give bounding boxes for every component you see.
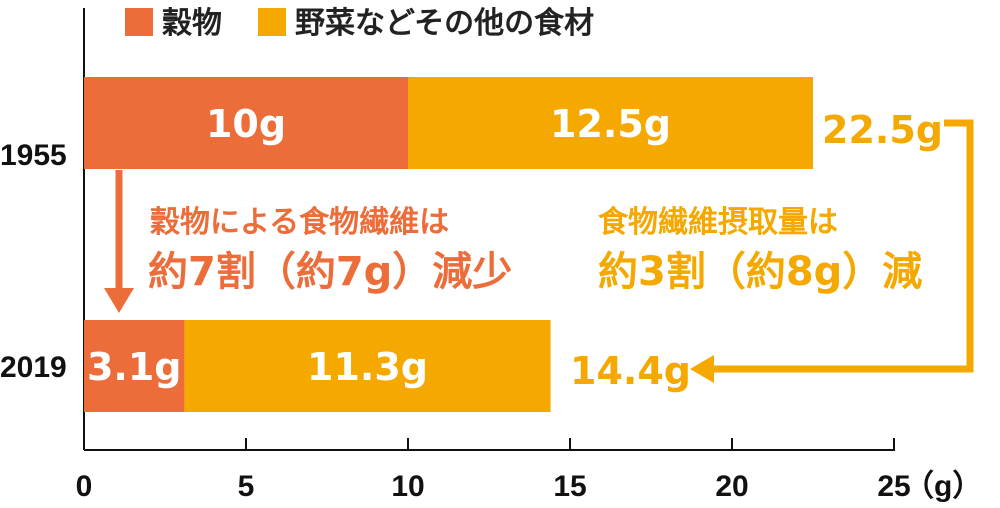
legend: 穀物 野菜などその他の食材 xyxy=(125,6,594,41)
category-label-1955: 1955 xyxy=(0,139,67,172)
grain-decrease-arrow xyxy=(104,170,134,313)
bar-1955-series-1 xyxy=(408,77,813,169)
legend-swatch-vegetables xyxy=(258,8,286,36)
total-label-1955: 22.5g xyxy=(822,108,943,152)
x-axis: 0 5 10 15 20 25 （g） xyxy=(76,8,982,503)
bar-label-2019-series-1: 11.3g xyxy=(307,345,428,389)
annotation-grain-line1: 穀物による食物繊維は xyxy=(150,205,449,240)
total-decrease-arrow xyxy=(690,119,974,383)
annotation-total-line1: 食物繊維摂取量は xyxy=(598,205,838,240)
legend-swatch-grain xyxy=(125,8,153,36)
x-tick-label-25: 25 xyxy=(877,470,910,503)
bar-label-2019-series-0: 3.1g xyxy=(87,345,182,389)
x-tick-label-0: 0 xyxy=(76,470,93,503)
x-tick-label-10: 10 xyxy=(391,470,424,503)
bar-2019-series-1 xyxy=(184,320,551,412)
x-tick-label-15: 15 xyxy=(553,470,586,503)
annotation-grain-line2: 約7割（約7g）減少 xyxy=(148,249,512,295)
bar-1955-series-0 xyxy=(84,77,408,169)
annotation-total-suffix: 少 xyxy=(906,260,919,275)
x-tick-label-5: 5 xyxy=(238,470,255,503)
legend-label-grain: 穀物 xyxy=(162,6,222,41)
total-label-2019: 14.4g xyxy=(570,349,691,393)
legend-label-vegetables: 野菜などその他の食材 xyxy=(295,6,594,41)
bar-2019-series-0 xyxy=(84,320,185,412)
category-label-2019: 2019 xyxy=(0,351,67,384)
bar-label-1955-series-0: 10g xyxy=(206,102,286,146)
annotation-total-line2: 約3割（約8g）減 xyxy=(598,249,922,295)
bar-label-1955-series-1: 12.5g xyxy=(550,102,671,146)
x-axis-unit: （g） xyxy=(904,469,982,503)
x-tick-label-20: 20 xyxy=(715,470,748,503)
